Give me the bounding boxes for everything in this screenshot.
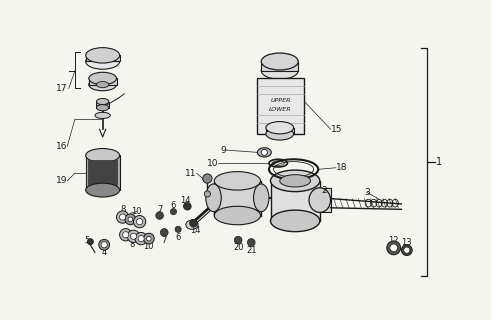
Circle shape bbox=[127, 230, 139, 243]
Text: LOWER: LOWER bbox=[269, 107, 292, 112]
Circle shape bbox=[120, 214, 126, 220]
Text: 14: 14 bbox=[181, 196, 191, 204]
Circle shape bbox=[184, 203, 191, 210]
Ellipse shape bbox=[89, 78, 116, 91]
Circle shape bbox=[131, 233, 136, 239]
Circle shape bbox=[402, 245, 412, 256]
Circle shape bbox=[128, 217, 133, 222]
Bar bbox=[257, 78, 304, 134]
Text: 10: 10 bbox=[207, 159, 218, 168]
Ellipse shape bbox=[214, 206, 261, 225]
Ellipse shape bbox=[261, 53, 298, 70]
Text: 15: 15 bbox=[330, 125, 342, 134]
Bar bbox=[271, 181, 320, 221]
Ellipse shape bbox=[261, 62, 298, 79]
Bar bbox=[88, 160, 117, 185]
Bar bbox=[86, 156, 120, 190]
Circle shape bbox=[261, 149, 268, 156]
Ellipse shape bbox=[86, 48, 120, 63]
Ellipse shape bbox=[253, 184, 269, 212]
Ellipse shape bbox=[266, 128, 294, 140]
Bar bbox=[214, 181, 261, 215]
Ellipse shape bbox=[86, 54, 120, 69]
Text: 10: 10 bbox=[143, 242, 154, 251]
Circle shape bbox=[125, 214, 136, 225]
Text: 6: 6 bbox=[175, 233, 181, 242]
Ellipse shape bbox=[95, 112, 110, 118]
Circle shape bbox=[234, 236, 242, 244]
Text: 8: 8 bbox=[129, 240, 135, 249]
Text: 13: 13 bbox=[402, 238, 412, 247]
Ellipse shape bbox=[309, 188, 330, 212]
Ellipse shape bbox=[86, 148, 120, 162]
Text: 7: 7 bbox=[157, 205, 163, 214]
Text: 7: 7 bbox=[162, 236, 167, 245]
Circle shape bbox=[146, 236, 151, 241]
Circle shape bbox=[390, 244, 398, 252]
Ellipse shape bbox=[97, 105, 109, 111]
Ellipse shape bbox=[257, 148, 271, 157]
Ellipse shape bbox=[271, 170, 320, 192]
Circle shape bbox=[120, 228, 132, 241]
Text: 8: 8 bbox=[120, 205, 125, 214]
Text: 21: 21 bbox=[246, 246, 256, 255]
Text: 1: 1 bbox=[436, 156, 442, 167]
Bar bbox=[89, 78, 116, 84]
Bar bbox=[97, 101, 109, 108]
Ellipse shape bbox=[280, 175, 310, 187]
Ellipse shape bbox=[214, 172, 261, 190]
Bar bbox=[261, 61, 298, 71]
Circle shape bbox=[161, 228, 168, 236]
Text: 19: 19 bbox=[55, 176, 67, 185]
Circle shape bbox=[156, 212, 164, 219]
Ellipse shape bbox=[86, 183, 120, 197]
Bar bbox=[320, 188, 330, 212]
Circle shape bbox=[387, 241, 401, 255]
Circle shape bbox=[101, 242, 107, 248]
Circle shape bbox=[143, 233, 154, 244]
Bar bbox=[266, 128, 294, 134]
Text: 11: 11 bbox=[185, 169, 196, 178]
Ellipse shape bbox=[89, 72, 116, 84]
Circle shape bbox=[136, 219, 143, 225]
Ellipse shape bbox=[266, 122, 294, 134]
Circle shape bbox=[123, 232, 129, 238]
Circle shape bbox=[138, 236, 144, 242]
Text: 6: 6 bbox=[171, 201, 176, 210]
Text: 2: 2 bbox=[322, 186, 327, 195]
Text: 16: 16 bbox=[55, 142, 67, 151]
Ellipse shape bbox=[186, 220, 198, 229]
Circle shape bbox=[203, 174, 212, 183]
Circle shape bbox=[87, 239, 93, 245]
Circle shape bbox=[404, 247, 410, 253]
Bar bbox=[86, 55, 120, 61]
Circle shape bbox=[116, 211, 129, 223]
Ellipse shape bbox=[206, 184, 221, 212]
Ellipse shape bbox=[271, 210, 320, 232]
Circle shape bbox=[134, 215, 146, 228]
Text: 10: 10 bbox=[131, 207, 142, 216]
Circle shape bbox=[170, 209, 177, 215]
Text: 5: 5 bbox=[84, 236, 90, 245]
Circle shape bbox=[190, 219, 197, 227]
Text: 4: 4 bbox=[102, 248, 107, 257]
Text: 17: 17 bbox=[55, 84, 67, 93]
Circle shape bbox=[175, 226, 181, 232]
Text: 14: 14 bbox=[190, 227, 200, 236]
Circle shape bbox=[99, 239, 109, 250]
Text: 9: 9 bbox=[220, 146, 226, 155]
Text: 18: 18 bbox=[336, 163, 348, 172]
Text: 3: 3 bbox=[364, 188, 370, 197]
Ellipse shape bbox=[97, 82, 109, 88]
Circle shape bbox=[247, 239, 255, 246]
Ellipse shape bbox=[97, 99, 109, 105]
Text: 12: 12 bbox=[388, 236, 399, 245]
Circle shape bbox=[204, 191, 211, 197]
Text: 20: 20 bbox=[233, 243, 244, 252]
Circle shape bbox=[135, 232, 147, 245]
Text: UPPER: UPPER bbox=[270, 98, 291, 102]
